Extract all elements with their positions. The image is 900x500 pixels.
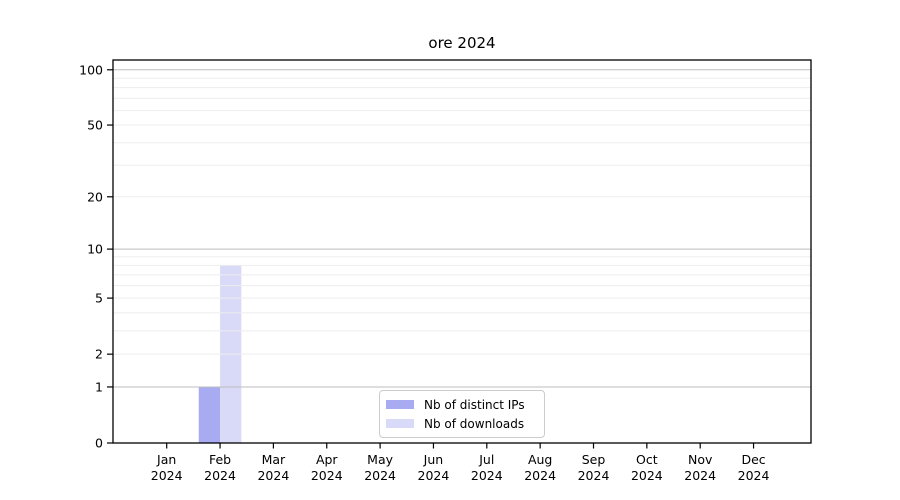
x-tick-label-month: Aug — [528, 452, 552, 467]
bar-feb-distinct-ips — [198, 386, 221, 443]
x-tick-label-year: 2024 — [151, 468, 183, 483]
y-tick-label: 1 — [95, 379, 103, 394]
x-tick-label-year: 2024 — [631, 468, 663, 483]
x-tick-label-year: 2024 — [738, 468, 770, 483]
x-tick-label-month: Jan — [156, 452, 176, 467]
chart-title: ore 2024 — [428, 34, 496, 52]
x-tick-label-month: Jul — [478, 452, 494, 467]
gridlines — [113, 69, 811, 388]
x-tick-label-year: 2024 — [524, 468, 556, 483]
y-tick-label: 0 — [95, 436, 103, 451]
y-tick-label: 5 — [95, 291, 103, 306]
legend-label-downloads: Nb of downloads — [424, 416, 525, 431]
legend: Nb of distinct IPs Nb of downloads — [379, 390, 545, 438]
y-tick-label: 2 — [95, 347, 103, 362]
x-tick-label-year: 2024 — [311, 468, 343, 483]
x-tick-label-month: Nov — [688, 452, 713, 467]
legend-item-downloads: Nb of downloads — [386, 417, 544, 431]
y-tick-label: 10 — [87, 242, 103, 257]
x-tick-label-month: Dec — [741, 452, 765, 467]
y-tick-label: 100 — [79, 62, 103, 77]
plot-border — [112, 59, 812, 444]
y-axis: 0 1 2 5 10 20 50 100 — [79, 62, 113, 451]
x-tick-label-month: Apr — [316, 452, 338, 467]
x-tick-label-year: 2024 — [684, 468, 716, 483]
x-tick-label-month: Oct — [636, 452, 658, 467]
x-tick-label-year: 2024 — [204, 468, 236, 483]
legend-item-distinct-ips: Nb of distinct IPs — [386, 398, 544, 412]
x-tick-label-month: May — [367, 452, 393, 467]
x-tick-label-year: 2024 — [257, 468, 289, 483]
x-tick-label-month: Feb — [209, 452, 231, 467]
x-tick-label-month: Mar — [262, 452, 286, 467]
y-tick-label: 50 — [87, 118, 103, 133]
x-tick-label-month: Jun — [423, 452, 444, 467]
y-tick-label: 20 — [87, 189, 103, 204]
legend-swatch-downloads-icon — [386, 419, 414, 428]
x-tick-label-year: 2024 — [418, 468, 450, 483]
legend-swatch-distinct-ips-icon — [386, 400, 414, 409]
x-tick-label-year: 2024 — [578, 468, 610, 483]
x-axis: Jan2024Feb2024Mar2024Apr2024May2024Jun20… — [151, 443, 770, 483]
x-tick-label-year: 2024 — [471, 468, 503, 483]
x-tick-label-month: Sep — [582, 452, 606, 467]
x-tick-label-year: 2024 — [364, 468, 396, 483]
legend-label-distinct-ips: Nb of distinct IPs — [424, 397, 525, 412]
